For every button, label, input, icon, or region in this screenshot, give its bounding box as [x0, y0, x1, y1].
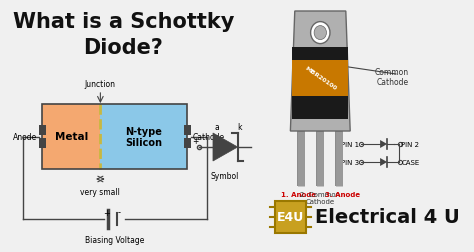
Bar [100, 105, 187, 169]
Bar [274, 201, 306, 233]
Polygon shape [213, 134, 237, 161]
Bar [184, 125, 191, 136]
Text: 3. Anode: 3. Anode [325, 191, 360, 197]
Polygon shape [380, 140, 387, 148]
Text: +: + [192, 137, 199, 145]
Text: a: a [214, 122, 219, 132]
Polygon shape [291, 12, 350, 132]
Text: 1. Anode: 1. Anode [281, 191, 316, 197]
Bar [184, 138, 191, 148]
Text: very small: very small [81, 187, 120, 196]
Text: 2. Common
Cathode: 2. Common Cathode [300, 191, 340, 204]
Text: PIN 3: PIN 3 [341, 159, 359, 165]
Text: Cathode: Cathode [193, 133, 225, 141]
Text: k: k [237, 122, 242, 132]
Text: Symbol: Symbol [210, 171, 238, 180]
Circle shape [314, 26, 327, 40]
Bar [292, 61, 348, 97]
Circle shape [310, 22, 330, 44]
Text: MBR20100: MBR20100 [303, 66, 337, 91]
Text: +: + [103, 208, 109, 217]
Text: What is a Schottky: What is a Schottky [12, 12, 234, 32]
Text: Common
Cathode: Common Cathode [375, 68, 409, 87]
Text: E4U: E4U [277, 211, 304, 224]
Text: PIN 1: PIN 1 [341, 141, 359, 147]
Text: Diode?: Diode? [83, 38, 163, 58]
Text: N-type
Silicon: N-type Silicon [126, 126, 163, 148]
Text: Electrical 4 U: Electrical 4 U [315, 208, 460, 227]
Text: Metal: Metal [55, 132, 88, 142]
Text: Junction: Junction [85, 80, 116, 89]
Bar [39, 138, 46, 148]
Text: Biasing Voltage: Biasing Voltage [85, 235, 145, 244]
Text: PIN 2: PIN 2 [401, 141, 419, 147]
Bar [42, 105, 187, 169]
Polygon shape [380, 158, 387, 166]
Bar [42, 105, 100, 169]
Text: CASE: CASE [401, 159, 419, 165]
Bar [292, 48, 348, 119]
Bar [39, 125, 46, 136]
Text: -: - [118, 208, 121, 217]
Text: Anode: Anode [13, 133, 37, 141]
